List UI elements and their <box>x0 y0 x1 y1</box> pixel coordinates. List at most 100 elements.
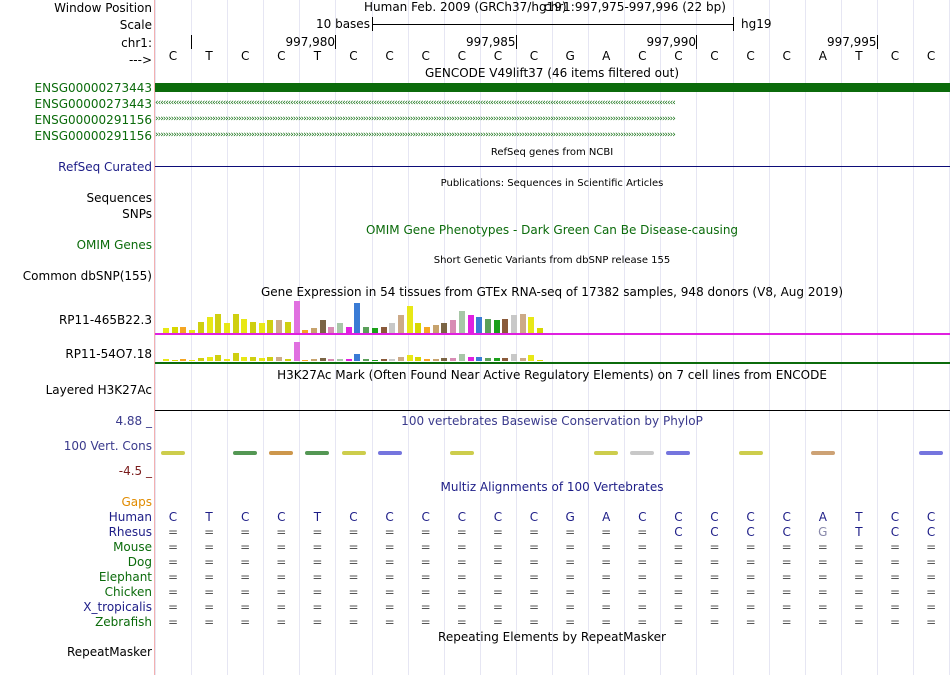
genome-browser-tracks[interactable]: Human Feb. 2009 (GRCh37/hg19) chr1:997,9… <box>155 0 950 675</box>
gencode-exon-block[interactable] <box>155 83 950 92</box>
gtex-bar[interactable] <box>476 317 483 333</box>
gtex-bar[interactable] <box>458 311 465 333</box>
gtex-bar[interactable] <box>345 359 352 361</box>
publications-track-title[interactable]: Publications: Sequences in Scientific Ar… <box>440 178 664 189</box>
gtex-bar[interactable] <box>250 357 256 361</box>
gtex-bar[interactable] <box>180 359 187 361</box>
gtex-track-title[interactable]: Gene Expression in 54 tissues from GTEx … <box>260 285 844 299</box>
gtex-bar[interactable] <box>415 357 422 361</box>
gtex-bar[interactable] <box>171 327 178 333</box>
gtex-bar[interactable] <box>310 359 317 361</box>
conservation-track-label[interactable]: 100 Vert. Cons <box>63 439 152 453</box>
gtex-bar[interactable] <box>223 323 230 333</box>
gtex-bar[interactable] <box>163 328 169 333</box>
gtex-bar[interactable] <box>258 358 265 361</box>
gtex-bar[interactable] <box>319 320 326 333</box>
gtex-bar[interactable] <box>424 327 430 333</box>
gtex-bar[interactable] <box>502 319 509 333</box>
gtex-bar[interactable] <box>432 359 439 361</box>
omim-track-label[interactable]: OMIM Genes <box>76 238 152 252</box>
gtex-bar[interactable] <box>267 320 274 333</box>
gtex-bar[interactable] <box>337 323 343 333</box>
gtex-bar[interactable] <box>241 319 248 333</box>
gtex-bar[interactable] <box>484 358 491 361</box>
gtex-gene-label[interactable]: RP11-54O7.18 <box>65 347 152 361</box>
gencode-transcript-forward[interactable]: ››››››››››››››››››››››››››››››››››››››››… <box>155 130 676 140</box>
gencode-item-label[interactable]: ENSG00000273443 <box>34 81 152 95</box>
gtex-bar[interactable] <box>519 358 526 361</box>
h3k27ac-track-title[interactable]: H3K27Ac Mark (Often Found Near Active Re… <box>277 368 827 382</box>
gtex-bar[interactable] <box>284 359 291 361</box>
gtex-bar[interactable] <box>415 323 422 333</box>
gtex-bar[interactable] <box>302 360 309 361</box>
gtex-bar[interactable] <box>206 317 213 333</box>
gtex-bar[interactable] <box>328 359 335 361</box>
gtex-bar[interactable] <box>528 317 535 333</box>
gtex-bar[interactable] <box>345 327 352 333</box>
gtex-bar[interactable] <box>493 320 500 333</box>
gtex-bar[interactable] <box>163 359 169 361</box>
gtex-bar[interactable] <box>206 357 213 361</box>
gencode-transcript-reverse[interactable]: ‹‹‹‹‹‹‹‹‹‹‹‹‹‹‹‹‹‹‹‹‹‹‹‹‹‹‹‹‹‹‹‹‹‹‹‹‹‹‹‹… <box>155 98 676 108</box>
snps-track-label[interactable]: SNPs <box>122 207 152 221</box>
gtex-bar[interactable] <box>424 359 430 361</box>
gtex-bar[interactable] <box>493 358 500 361</box>
gtex-bar[interactable] <box>284 322 291 333</box>
gtex-bar[interactable] <box>363 359 370 361</box>
position-title[interactable]: chr1:997,975-997,996 (22 bp) <box>544 0 726 14</box>
gtex-bar[interactable] <box>215 314 222 333</box>
gtex-bar[interactable] <box>450 320 457 333</box>
gtex-bar[interactable] <box>537 360 544 361</box>
gtex-bar[interactable] <box>389 359 396 361</box>
gtex-bar[interactable] <box>267 357 274 361</box>
phylop-conservation-plot[interactable] <box>155 443 950 473</box>
gtex-bars-gene1[interactable] <box>155 299 950 333</box>
sequences-track-label[interactable]: Sequences <box>86 191 152 205</box>
gtex-bar[interactable] <box>328 327 335 333</box>
gtex-bar[interactable] <box>258 323 265 333</box>
gtex-bar[interactable] <box>441 358 448 361</box>
gtex-bar[interactable] <box>537 328 544 333</box>
gtex-bar[interactable] <box>189 330 196 333</box>
refseq-track-label[interactable]: RefSeq Curated <box>58 160 152 174</box>
gtex-bar[interactable] <box>528 355 535 361</box>
multiz-track-title[interactable]: Multiz Alignments of 100 Vertebrates <box>440 480 664 494</box>
gtex-bar[interactable] <box>511 315 517 333</box>
gtex-bar[interactable] <box>276 320 283 333</box>
gtex-bar[interactable] <box>310 328 317 333</box>
gtex-bar[interactable] <box>293 342 300 361</box>
gtex-bar[interactable] <box>389 323 396 333</box>
gtex-bar[interactable] <box>476 357 483 361</box>
gtex-bar[interactable] <box>380 359 387 361</box>
h3k27ac-track-label[interactable]: Layered H3K27Ac <box>45 383 152 397</box>
gtex-bar[interactable] <box>450 358 457 361</box>
gtex-bar[interactable] <box>232 314 239 333</box>
gtex-bar[interactable] <box>293 301 300 333</box>
gtex-bar[interactable] <box>180 327 187 333</box>
gtex-bar[interactable] <box>519 314 526 333</box>
gtex-bar[interactable] <box>354 354 361 361</box>
gtex-bar[interactable] <box>406 306 413 333</box>
gtex-bar[interactable] <box>302 330 309 333</box>
gtex-bar[interactable] <box>337 359 343 361</box>
repeatmasker-track-label[interactable]: RepeatMasker <box>66 645 152 659</box>
gencode-item-label[interactable]: ENSG00000273443 <box>34 97 152 111</box>
gtex-bar[interactable] <box>354 303 361 333</box>
gtex-bar[interactable] <box>397 357 404 361</box>
gencode-item-label[interactable]: ENSG00000291156 <box>34 129 152 143</box>
gtex-bar[interactable] <box>371 360 378 361</box>
gtex-bar[interactable] <box>223 359 230 361</box>
gtex-bar[interactable] <box>232 353 239 361</box>
gtex-bar[interactable] <box>467 357 474 361</box>
phylop-track-title[interactable]: 100 vertebrates Basewise Conservation by… <box>401 414 703 428</box>
gtex-bar[interactable] <box>250 322 256 333</box>
gtex-bar[interactable] <box>502 358 509 361</box>
dbsnp-track-title[interactable]: Short Genetic Variants from dbSNP releas… <box>433 255 671 266</box>
gtex-bars-gene2[interactable] <box>155 337 950 361</box>
gtex-bar[interactable] <box>371 328 378 333</box>
repeatmasker-track-title[interactable]: Repeating Elements by RepeatMasker <box>438 630 666 644</box>
gencode-track-title[interactable]: GENCODE V49lift37 (46 items filtered out… <box>424 66 680 80</box>
gtex-bar[interactable] <box>171 360 178 361</box>
gtex-bar[interactable] <box>467 315 474 333</box>
gtex-bar[interactable] <box>197 322 204 333</box>
